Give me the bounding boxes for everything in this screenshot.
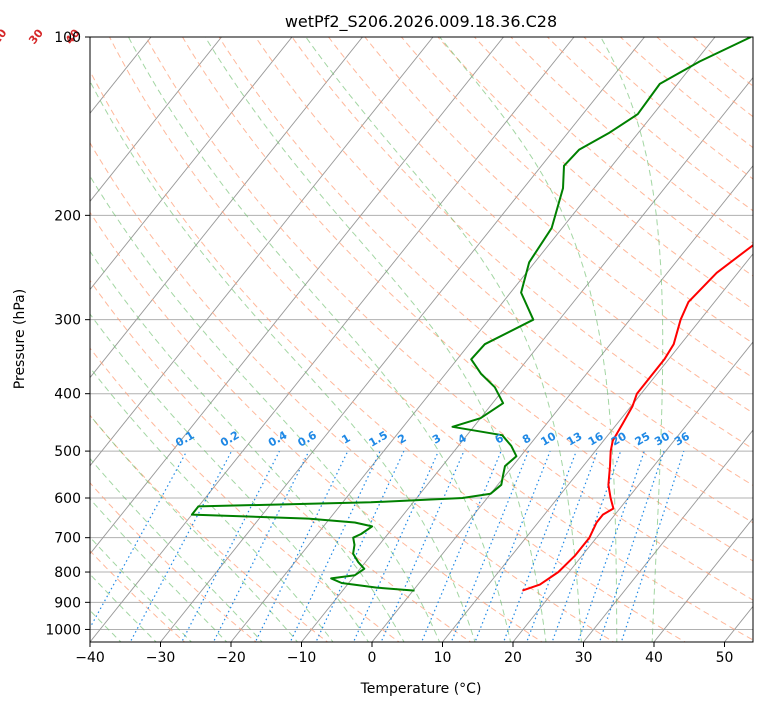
isotherm-line <box>90 37 364 379</box>
mixing-ratio-line <box>181 450 280 642</box>
isotherm-line <box>159 37 646 642</box>
dry-adiabat-line <box>90 347 400 642</box>
y-tick-label: 300 <box>54 313 81 329</box>
mixing-ratio-line <box>129 450 233 642</box>
moist-adiabat-line <box>90 175 441 642</box>
mixing-ratio-line <box>380 450 465 642</box>
isotherm-line <box>653 517 753 642</box>
moist-adiabat-line <box>439 37 618 642</box>
isotherm-line <box>371 165 753 642</box>
x-axis: −40 −30 −20 −10 0 10 20 30 40 50 <box>75 642 733 666</box>
isotherm-line <box>90 37 434 467</box>
moist-adiabat-line <box>90 414 299 642</box>
dry-adiabat-line <box>90 550 186 642</box>
isotherm-line <box>90 37 505 555</box>
y-tick-label: 200 <box>54 208 81 224</box>
y-axis-title: Pressure (hPa) <box>12 289 28 389</box>
dry-adiabat-line <box>90 414 329 642</box>
dry-adiabat-line <box>291 37 753 450</box>
moist-adiabat-line <box>305 37 582 642</box>
mixing-ratio-line <box>502 450 577 642</box>
dry-adiabat-line <box>90 482 257 642</box>
mixing-ratio-lines <box>90 450 685 642</box>
dry-adiabat-line <box>90 70 687 642</box>
temperature-line <box>522 243 753 592</box>
moist-adiabat-line <box>600 37 664 642</box>
moist-adiabat-line <box>90 250 405 642</box>
moist-adiabat-line <box>128 37 512 642</box>
plot-frame <box>89 36 754 643</box>
moist-adiabat-line <box>90 366 334 642</box>
x-tick-label: 30 <box>575 650 593 666</box>
dry-adiabat-line <box>181 37 753 562</box>
mixing-ratio-line <box>212 450 310 642</box>
moist-adiabat-line <box>90 313 370 642</box>
dry-adiabats <box>90 37 753 642</box>
y-tick-label: 900 <box>54 595 81 611</box>
dry-adiabat-line <box>218 37 753 524</box>
moist-adiabat-line <box>90 80 476 642</box>
y-axis: 1000 900 800 700 600 500 400 300 200 100 <box>45 30 90 638</box>
dry-adiabat-line <box>90 141 615 642</box>
mixing-ratio-line <box>420 450 502 642</box>
isotherm-line <box>300 76 753 642</box>
moist-adiabat-line <box>90 457 263 642</box>
x-tick-label: 10 <box>434 650 452 666</box>
y-tick-label: 600 <box>54 491 81 507</box>
moist-adiabats <box>90 37 664 642</box>
y-tick-label: 700 <box>54 531 81 547</box>
mixing-ratio-line <box>450 450 529 642</box>
isotherm-line <box>90 37 293 291</box>
y-tick-label: 400 <box>54 387 81 403</box>
mixing-ratio-line <box>526 450 599 642</box>
y-tick-label: 800 <box>54 565 81 581</box>
x-tick-label: 20 <box>504 650 522 666</box>
isotherm-line <box>90 37 575 642</box>
x-tick-label: 40 <box>645 650 663 666</box>
dry-adiabat-line <box>90 211 543 642</box>
x-tick-label: −30 <box>146 650 176 666</box>
x-axis-title: Temperature (°C) <box>360 681 482 697</box>
profile-series <box>190 37 753 592</box>
x-tick-label: 50 <box>716 650 734 666</box>
dewpoint-line <box>190 37 752 592</box>
mixing-ratio-line <box>90 450 188 629</box>
x-tick-label: −20 <box>216 650 246 666</box>
plot-area <box>90 37 753 642</box>
dry-adiabat-label: 20 <box>0 26 10 46</box>
mixing-ratio-line <box>474 450 551 642</box>
x-tick-label: 0 <box>368 650 377 666</box>
chart-title: wetPf2_S206.2026.009.18.36.C28 <box>285 12 557 32</box>
x-tick-label: −10 <box>287 650 317 666</box>
isotherm-line <box>230 37 716 642</box>
dry-adiabat-line <box>108 37 753 641</box>
dry-adiabat-line <box>90 279 472 642</box>
isotherm-line <box>582 429 753 642</box>
isotherm-line <box>90 37 223 203</box>
mixing-ratio-line <box>352 450 440 642</box>
y-tick-label: 1000 <box>45 622 81 638</box>
moist-adiabat-line <box>204 37 547 642</box>
y-tick-label: 100 <box>54 30 81 46</box>
x-tick-label: −40 <box>75 650 105 666</box>
y-tick-label: 500 <box>54 444 81 460</box>
isotherm-line <box>512 341 753 642</box>
dry-adiabat-line <box>254 37 753 487</box>
